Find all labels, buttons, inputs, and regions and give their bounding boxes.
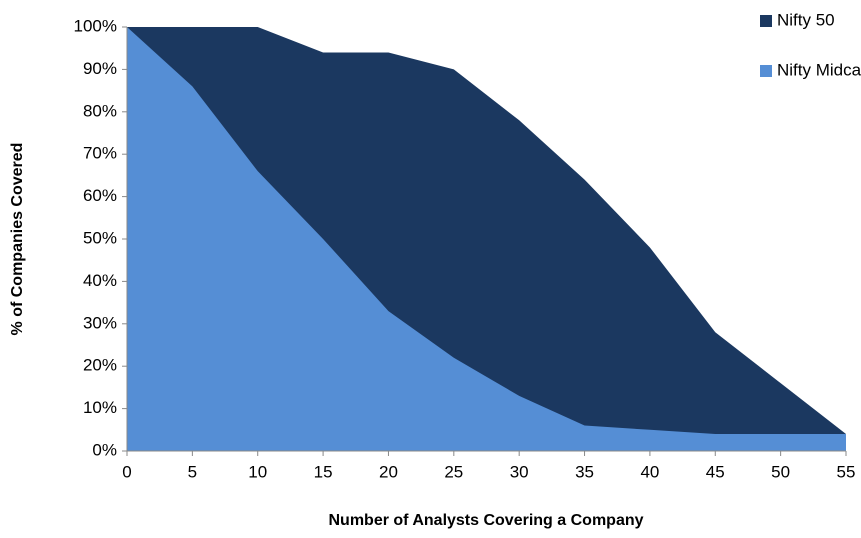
y-axis-title: % of Companies Covered xyxy=(9,143,26,336)
area xyxy=(127,27,846,451)
y-tick-label: 10% xyxy=(83,398,117,417)
x-tick-label: 10 xyxy=(248,462,267,481)
legend-label: Nifty Midcap 100 xyxy=(777,60,861,79)
y-tick-label: 20% xyxy=(83,356,117,375)
x-tick-label: 15 xyxy=(314,462,333,481)
y-tick-label: 100% xyxy=(74,16,117,35)
x-tick-label: 5 xyxy=(188,462,197,481)
y-tick-label: 40% xyxy=(83,271,117,290)
y-tick-label: 70% xyxy=(83,144,117,163)
legend-swatch xyxy=(760,15,772,27)
x-tick-label: 30 xyxy=(510,462,529,481)
legend-label: Nifty 50 xyxy=(777,10,835,29)
x-tick-label: 40 xyxy=(640,462,659,481)
y-tick-label: 80% xyxy=(83,101,117,120)
x-tick-label: 35 xyxy=(575,462,594,481)
y-tick-label: 30% xyxy=(83,313,117,332)
x-axis-title: Number of Analysts Covering a Company xyxy=(328,512,643,529)
y-tick-label: 60% xyxy=(83,186,117,205)
y-tick-label: 0% xyxy=(92,440,117,459)
x-tick-label: 55 xyxy=(837,462,856,481)
x-tick-label: 0 xyxy=(122,462,131,481)
x-tick-label: 45 xyxy=(706,462,725,481)
x-tick-label: 50 xyxy=(771,462,790,481)
y-tick-label: 50% xyxy=(83,228,117,247)
y-tick-label: 90% xyxy=(83,59,117,78)
x-tick-label: 25 xyxy=(444,462,463,481)
x-tick-label: 20 xyxy=(379,462,398,481)
legend-swatch xyxy=(760,65,772,77)
